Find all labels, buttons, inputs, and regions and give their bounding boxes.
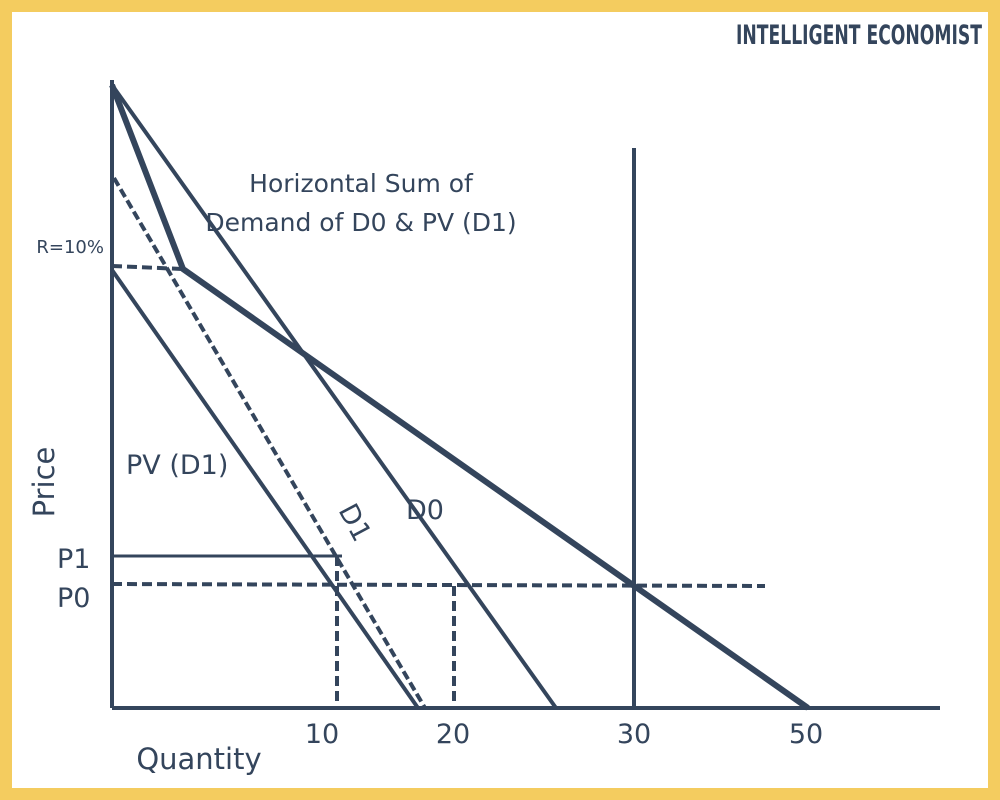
d1-curve-label: D1 (332, 499, 377, 547)
x-tick-30: 30 (617, 719, 651, 750)
rate-dashed-line (111, 264, 184, 271)
pv-curve (110, 268, 420, 710)
pv-curve-label: PV (D1) (126, 450, 228, 481)
p0-label: P0 (57, 583, 90, 614)
annotation-line-1: Horizontal Sum of (249, 169, 474, 198)
brand-logo: INTELLIGENT ECONOMIST (736, 20, 982, 51)
annotation-line-2: Demand of D0 & PV (D1) (205, 208, 516, 237)
rate-label: R=10% (36, 237, 104, 258)
d0-curve-label: D0 (406, 495, 444, 526)
y-axis-title: Price (27, 447, 61, 518)
x-tick-20: 20 (436, 719, 470, 750)
d1-curve (112, 176, 427, 710)
p0-dashed-line (111, 582, 766, 588)
x-tick-10: 10 (305, 719, 339, 750)
p1-label: P1 (57, 544, 90, 575)
x-axis-title: Quantity (136, 742, 261, 776)
horizontal-sum-curve (109, 83, 810, 711)
x-tick-50: 50 (789, 719, 823, 750)
d0-curve (110, 83, 558, 710)
